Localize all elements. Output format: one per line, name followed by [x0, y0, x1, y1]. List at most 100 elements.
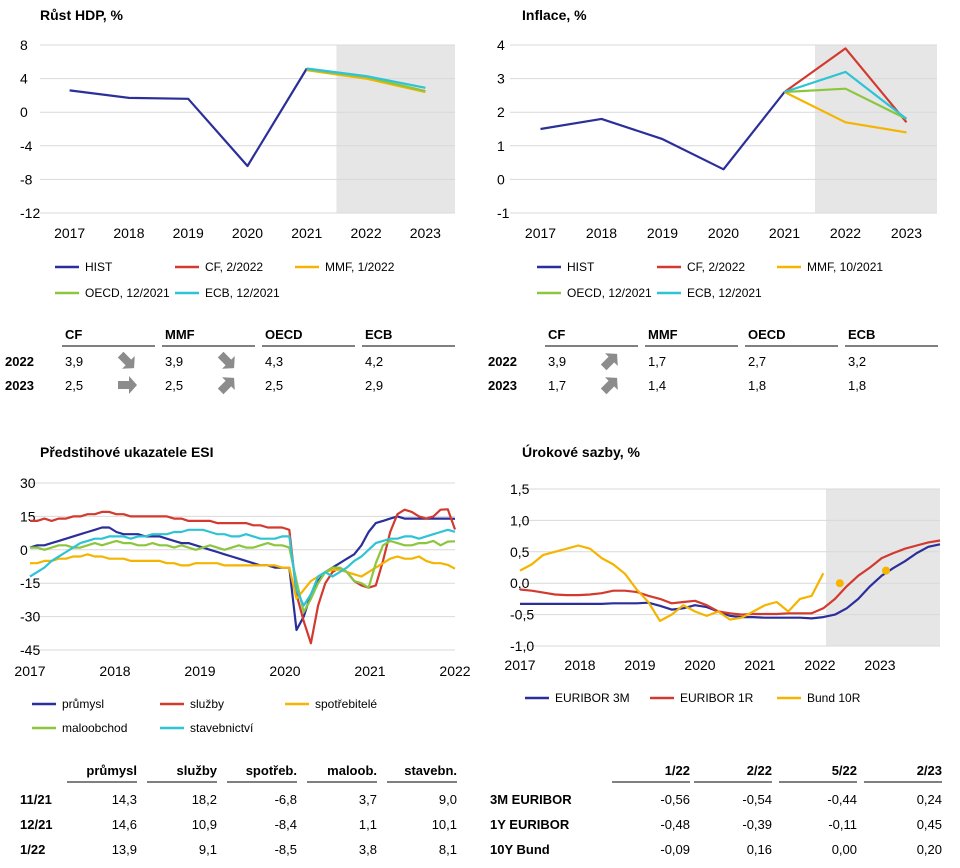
table-cell: 4,3	[265, 354, 283, 369]
y-tick-label: 1,0	[510, 512, 530, 528]
x-tick-label: 2017	[504, 657, 535, 673]
legend-label: MMF, 1/2022	[325, 260, 395, 274]
table-cell: -0,54	[742, 792, 772, 807]
table-cell: 1,4	[648, 378, 666, 393]
x-tick-label: 2022	[350, 225, 381, 241]
series-line-euribor-1r	[519, 539, 941, 616]
row-label: 11/21	[20, 792, 52, 807]
y-tick-label: 0	[20, 542, 28, 558]
y-tick-label: 1	[497, 138, 505, 154]
legend-label: Bund 10R	[807, 691, 861, 705]
x-tick-label: 2022	[439, 663, 470, 679]
table-cell: 18,2	[192, 792, 217, 807]
table-cell: 0,00	[832, 842, 857, 857]
table-cell: 3,9	[165, 354, 183, 369]
table-header: spotřeb.	[246, 763, 297, 778]
x-tick-label: 2022	[830, 225, 861, 241]
table-header: stavebn.	[404, 763, 457, 778]
table-cell: 9,1	[199, 842, 217, 857]
y-tick-label: 4	[20, 71, 28, 87]
chart-title: Inflace, %	[522, 7, 587, 23]
arrow-shape	[217, 351, 235, 369]
table-cell: -0,11	[828, 817, 857, 832]
table-cell: -0,39	[742, 817, 772, 832]
forecast-shading	[826, 489, 940, 646]
chart-title: Předstihové ukazatele ESI	[40, 444, 214, 460]
x-tick-label: 2022	[804, 657, 835, 673]
series-line-maloobchod	[30, 539, 456, 614]
row-label: 2023	[488, 378, 517, 393]
table-cell: 1,8	[848, 378, 866, 393]
y-tick-label: 0	[497, 171, 505, 187]
series-line-ecb-12-2021	[784, 70, 908, 120]
legend-label: maloobchod	[62, 721, 127, 735]
table-cell: 3,7	[359, 792, 377, 807]
trend-arrow-up-icon	[600, 377, 618, 395]
table-cell: 3,8	[359, 842, 377, 857]
series-line-euribor-3m	[520, 543, 941, 620]
table-header: CF	[548, 327, 565, 342]
table-header: služby	[177, 763, 218, 778]
x-tick-label: 2023	[891, 225, 922, 241]
x-tick-label: 2020	[269, 663, 300, 679]
y-tick-label: -1	[497, 205, 510, 221]
table-cell: -6,8	[275, 792, 297, 807]
table-cell: 2,5	[165, 378, 183, 393]
table-cell: 2,5	[65, 378, 83, 393]
x-tick-label: 2018	[113, 225, 144, 241]
x-tick-label: 2020	[708, 225, 739, 241]
legend-label: CF, 2/2022	[205, 260, 263, 274]
table-header: 1/22	[665, 763, 690, 778]
series-line-hist	[69, 67, 308, 168]
legend-label: HIST	[85, 260, 113, 274]
x-tick-label: 2018	[99, 663, 130, 679]
table-cell: 0,45	[917, 817, 942, 832]
table-header: CF	[65, 327, 82, 342]
forecast-point	[882, 566, 890, 575]
series-line-stavebnictv-	[29, 528, 456, 607]
series-line-ecb-12-2021	[306, 67, 426, 89]
y-tick-label: 2	[497, 104, 505, 120]
table-cell: 0,16	[747, 842, 772, 857]
table-cell: 14,6	[112, 817, 137, 832]
arrow-shape	[217, 377, 235, 395]
x-tick-label: 2019	[647, 225, 678, 241]
table-cell: 1,7	[548, 378, 566, 393]
legend-label: EURIBOR 3M	[555, 691, 630, 705]
table-cell: -0,48	[660, 817, 690, 832]
legend-label: OECD, 12/2021	[567, 286, 652, 300]
row-label: 3M EURIBOR	[490, 792, 572, 807]
table-header: 2/23	[917, 763, 942, 778]
table-cell: 14,3	[112, 792, 137, 807]
table-cell: 13,9	[112, 842, 137, 857]
table-header: 2/22	[747, 763, 772, 778]
y-tick-label: 1,5	[510, 481, 530, 497]
forecast-point	[835, 579, 844, 588]
y-tick-label: 30	[20, 475, 36, 491]
forecast-shading	[815, 45, 937, 213]
rates-table: 1/22 2/22 5/22 2/23 3M EURIBOR -0,56 -0,54 -0,4…	[490, 763, 942, 857]
legend-label: spotřebitelé	[315, 697, 377, 711]
table-cell: 1,1	[359, 817, 377, 832]
x-tick-label: 2020	[684, 657, 715, 673]
table-cell: 0,24	[917, 792, 942, 807]
table-header: průmysl	[86, 763, 137, 778]
y-tick-label: -15	[20, 575, 40, 591]
table-cell: 8,1	[439, 842, 457, 857]
table-cell: 0,20	[917, 842, 942, 857]
y-tick-label: -0,5	[510, 607, 534, 623]
trend-arrow-up-icon	[600, 353, 618, 371]
y-tick-label: -12	[20, 205, 40, 221]
table-header: MMF	[648, 327, 678, 342]
table-cell: -8,5	[275, 842, 297, 857]
row-label: 2022	[488, 354, 517, 369]
legend-label: OECD, 12/2021	[85, 286, 170, 300]
table-cell: 4,2	[365, 354, 383, 369]
arrow-shape	[117, 351, 135, 369]
table-cell: 3,2	[848, 354, 866, 369]
table-cell: -8,4	[275, 817, 297, 832]
table-header: MMF	[165, 327, 195, 342]
x-tick-label: 2023	[864, 657, 895, 673]
x-tick-label: 2021	[291, 225, 322, 241]
